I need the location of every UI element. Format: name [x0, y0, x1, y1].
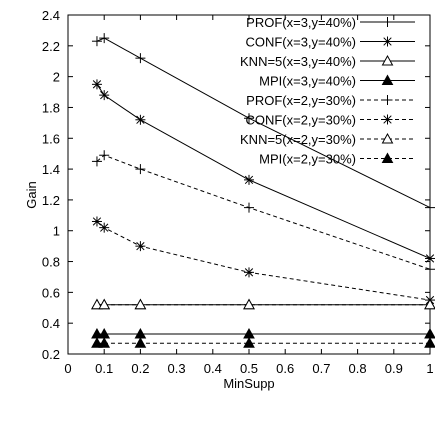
- series-1: [91, 33, 435, 213]
- filled-triangle-marker: [91, 337, 103, 348]
- plus-marker: [91, 36, 102, 47]
- plus-marker: [425, 202, 435, 213]
- star-marker: [99, 222, 110, 233]
- plus-marker: [244, 202, 254, 213]
- plot-area: [67, 14, 435, 355]
- legend: PROF(x=3,y=40%) CONF(x=3,y=40%) KNN=5(x=3,…: [240, 15, 415, 167]
- star-marker: [135, 114, 146, 125]
- legend-entry-1: PROF(x=3,y=40%): [246, 15, 415, 30]
- x-tick-label: 0.9: [385, 361, 403, 376]
- open-triangle-marker: [134, 298, 147, 310]
- legend-label: MPI(x=2,y=30%): [259, 152, 356, 167]
- filled-triangle-marker: [243, 337, 255, 348]
- star-marker: [91, 216, 102, 227]
- legend-entry-3: KNN=5(x=3,y=40%): [240, 54, 415, 69]
- plus-marker: [99, 150, 110, 161]
- plus-marker: [382, 95, 393, 105]
- y-tick-label: 0.6: [42, 285, 60, 300]
- legend-entry-5: PROF(x=2,y=30%): [246, 93, 415, 108]
- star-marker: [135, 241, 146, 252]
- plus-marker: [99, 33, 110, 44]
- legend-entry-2: CONF(x=3,y=40%): [245, 35, 415, 50]
- y-tick-label: 1: [53, 224, 60, 239]
- x-tick-label: 0.4: [204, 361, 222, 376]
- plus-marker: [135, 53, 146, 64]
- x-tick-label: 1: [426, 361, 433, 376]
- plus-marker: [425, 264, 435, 275]
- y-tick-label: 1.8: [42, 100, 60, 115]
- filled-triangle-marker: [98, 337, 111, 348]
- x-tick-label: 0.6: [276, 361, 294, 376]
- y-tick-label: 0.2: [42, 347, 60, 362]
- axis-ticks: 0 0.1 0.2 0.3 0.4 0.5 0.6 0.7 0.8 0.9 1 0.2 0.4 0.6 0.…: [42, 8, 434, 376]
- plus-marker: [244, 113, 254, 124]
- legend-entry-8: MPI(x=2,y=30%): [259, 152, 415, 167]
- series-2: [91, 79, 435, 264]
- y-tick-label: 1.4: [42, 162, 60, 177]
- x-tick-label: 0.8: [349, 361, 367, 376]
- x-tick-label: 0.1: [95, 361, 113, 376]
- y-tick-label: 1.6: [42, 131, 60, 146]
- star-marker: [99, 90, 110, 101]
- filled-triangle-marker: [381, 152, 394, 163]
- x-tick-label: 0.7: [312, 361, 330, 376]
- legend-entry-4: MPI(x=3,y=40%): [259, 74, 415, 89]
- plus-marker: [382, 17, 393, 27]
- legend-label: PROF(x=3,y=40%): [246, 15, 356, 30]
- star-marker: [382, 114, 393, 125]
- legend-label: PROF(x=2,y=30%): [246, 93, 356, 108]
- legend-entry-6: CONF(x=2,y=30%): [245, 113, 415, 128]
- star-marker: [382, 36, 393, 47]
- star-marker: [244, 267, 254, 278]
- star-marker: [91, 79, 102, 90]
- x-tick-label: 0: [64, 361, 71, 376]
- x-axis-label: MinSupp: [223, 376, 274, 391]
- open-triangle-marker: [98, 298, 111, 310]
- series-line: [96, 84, 431, 259]
- x-tick-label: 0.2: [131, 361, 149, 376]
- star-marker: [244, 174, 254, 185]
- series-6: [91, 216, 435, 306]
- y-tick-label: 1.2: [42, 193, 60, 208]
- y-tick-label: 0.8: [42, 255, 60, 270]
- open-triangle-marker: [91, 298, 103, 310]
- legend-entry-7: KNN=5(x=2,y=30%): [240, 132, 415, 147]
- series-line: [96, 221, 431, 301]
- series-line: [96, 154, 431, 270]
- open-triangle-marker: [424, 298, 435, 310]
- open-triangle-marker: [243, 298, 255, 310]
- legend-label: CONF(x=3,y=40%): [245, 35, 356, 50]
- series-4: [91, 327, 435, 339]
- legend-label: KNN=5(x=2,y=30%): [240, 132, 356, 147]
- open-triangle-marker: [381, 132, 394, 144]
- plus-marker: [135, 164, 146, 175]
- y-tick-label: 2.2: [42, 39, 60, 54]
- series-7: [91, 298, 435, 310]
- legend-label: MPI(x=3,y=40%): [259, 74, 356, 89]
- y-axis-label: Gain: [24, 181, 39, 208]
- filled-triangle-marker: [424, 337, 435, 348]
- x-tick-label: 0.3: [168, 361, 186, 376]
- y-tick-label: 2.4: [42, 8, 60, 23]
- y-tick-label: 2: [53, 70, 60, 85]
- open-triangle-marker: [381, 54, 394, 66]
- filled-triangle-marker: [134, 337, 147, 348]
- y-tick-label: 0.4: [42, 316, 60, 331]
- x-tick-label: 0.5: [240, 361, 258, 376]
- series-5: [91, 150, 435, 275]
- filled-triangle-marker: [381, 74, 394, 85]
- series-8: [91, 337, 435, 348]
- legend-label: CONF(x=2,y=30%): [245, 113, 356, 128]
- star-marker: [425, 253, 435, 264]
- legend-label: KNN=5(x=3,y=40%): [240, 54, 356, 69]
- plus-marker: [91, 156, 102, 167]
